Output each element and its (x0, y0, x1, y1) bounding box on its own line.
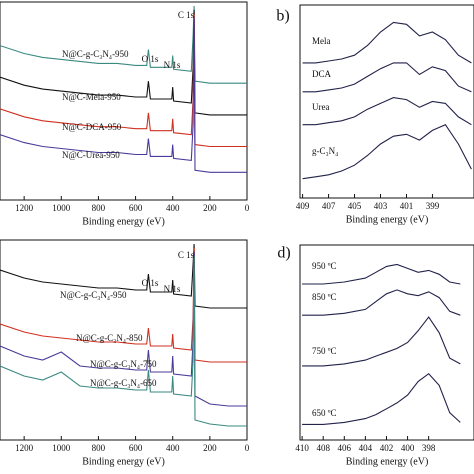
x-axis-label: Binding energy (eV) (82, 456, 165, 467)
x-tick-label: 401 (400, 201, 414, 211)
plot-frame (299, 4, 474, 199)
plot-frame (299, 244, 474, 441)
spectrum (0, 247, 247, 363)
series-label: g-C₃N₄ (312, 146, 338, 156)
peak-label: O 1s (142, 54, 159, 64)
x-tick-label: 407 (322, 201, 336, 211)
peak-label: C 1s (178, 250, 195, 260)
series-label: 850 ºC (312, 292, 337, 302)
peak-label: N 1s (164, 284, 181, 294)
peak-label: O 1s (142, 278, 159, 288)
x-tick-label: 400 (166, 443, 180, 453)
x-tick-label: 402 (380, 443, 394, 453)
peak-label: C 1s (178, 10, 195, 20)
spectrum (302, 62, 472, 93)
x-tick-label: 399 (426, 201, 440, 211)
x-tick-label: 1000 (52, 203, 71, 213)
x-tick-label: 409 (296, 201, 310, 211)
series-label: N@C-g-C₃N₄-650 (90, 378, 157, 388)
series-label: DCA (312, 69, 332, 79)
x-tick-label: 600 (129, 443, 143, 453)
x-tick-label: 1000 (52, 443, 71, 453)
x-tick-label: 400 (401, 443, 415, 453)
spectrum (302, 263, 461, 285)
series-label: 750 ºC (312, 346, 337, 356)
x-axis-label: Binding energy (eV) (346, 214, 429, 225)
x-tick-label: 200 (203, 443, 217, 453)
series-label: N@C-g-C₃N₄-750 (90, 359, 157, 369)
plot-frame (0, 1, 248, 201)
x-tick-label: 600 (129, 203, 143, 213)
series-label: 950 ºC (312, 261, 337, 271)
plot-frame (0, 239, 248, 441)
spectrum (0, 255, 247, 427)
series-label: Urea (312, 102, 330, 112)
panel-letter: d) (277, 245, 290, 262)
x-tick-label: 410 (295, 443, 309, 453)
x-tick-label: 406 (338, 443, 352, 453)
spectrum (302, 289, 461, 316)
series-label: N@C-Mela-950 (62, 92, 121, 102)
x-axis-label: Binding energy (eV) (346, 456, 429, 467)
x-tick-label: 200 (203, 203, 217, 213)
peak-label: N 1s (164, 60, 181, 70)
series-label: N@C-g-C₃N₄-950 (62, 49, 129, 59)
x-axis-label: Binding energy (eV) (82, 216, 165, 227)
x-tick-label: 403 (374, 201, 388, 211)
x-tick-label: 800 (92, 443, 106, 453)
x-tick-label: 800 (92, 203, 106, 213)
spectrum (302, 97, 472, 126)
x-tick-label: 405 (348, 201, 362, 211)
series-label: 650 ºC (312, 408, 337, 418)
x-tick-label: 1200 (15, 443, 34, 453)
spectrum (0, 9, 247, 116)
spectrum (302, 316, 461, 367)
series-label: N@C-g-C₃N₄-850 (76, 333, 143, 343)
spectrum (0, 13, 247, 148)
spectrum (302, 372, 461, 425)
spectrum (0, 17, 247, 173)
series-label: N@C-DCA-950 (62, 122, 122, 132)
x-tick-label: 0 (245, 443, 250, 453)
series-label: N@C-Urea-950 (62, 150, 120, 160)
spectrum (0, 5, 247, 84)
panel-letter: b) (276, 8, 289, 25)
series-label: N@C-g-C₃N₄-950 (60, 290, 127, 300)
spectrum (302, 124, 472, 180)
x-tick-label: 1200 (15, 203, 34, 213)
spectrum (302, 21, 472, 64)
series-label: Mela (312, 36, 331, 46)
x-tick-label: 400 (166, 203, 180, 213)
x-tick-label: 404 (359, 443, 373, 453)
x-tick-label: 0 (245, 203, 250, 213)
x-tick-label: 398 (422, 443, 436, 453)
x-tick-label: 408 (316, 443, 330, 453)
